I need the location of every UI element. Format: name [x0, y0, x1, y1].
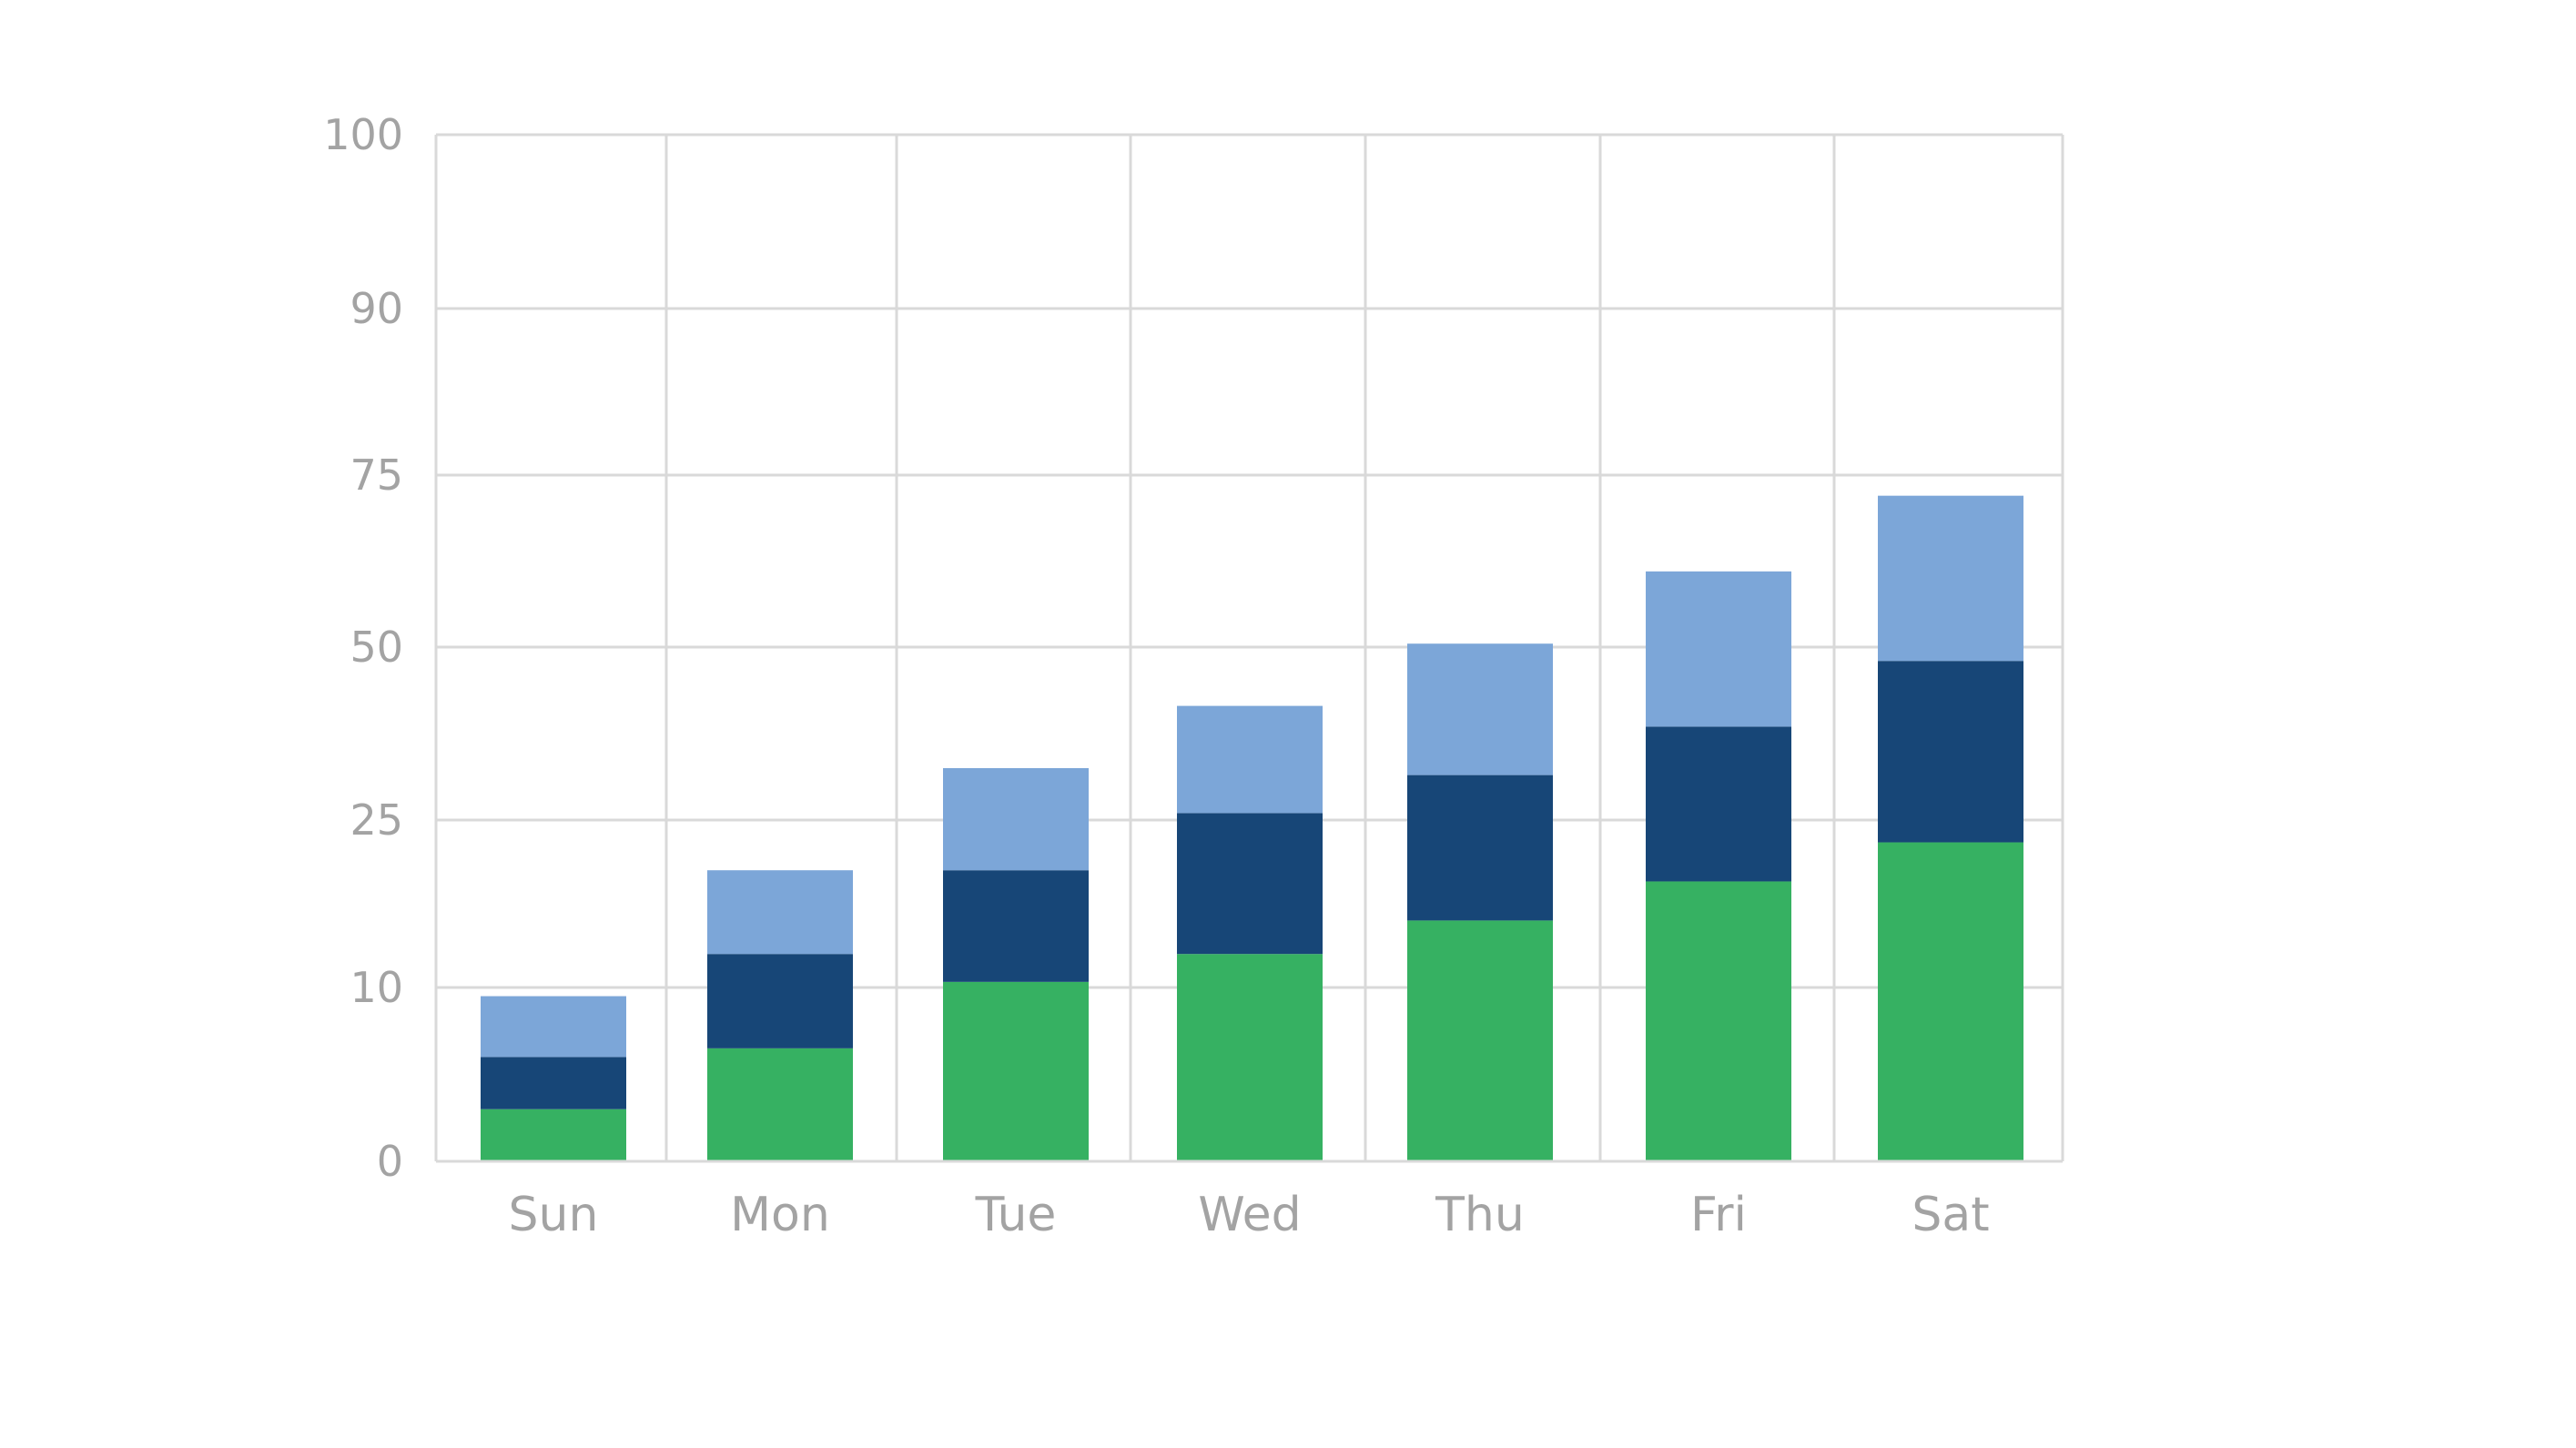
bar-segment-wed-3 [1177, 705, 1323, 814]
bar-segment-thu-3 [1407, 643, 1553, 775]
x-tick-label-tue: Tue [975, 1188, 1057, 1242]
x-axis-tick-labels: Sun Mon Tue Wed Thu Fri Sat [509, 1188, 1990, 1242]
bar-segment-tue-1 [943, 981, 1089, 1161]
x-tick-label-wed: Wed [1198, 1188, 1301, 1242]
bar-segment-thu-1 [1407, 920, 1553, 1161]
bar-segment-thu-2 [1407, 775, 1553, 921]
y-axis-tick-labels: 0 10 25 50 75 90 100 [323, 110, 403, 1186]
bar-segment-fri-3 [1646, 571, 1791, 727]
bar-segment-fri-1 [1646, 881, 1791, 1161]
bar-segment-sat-2 [1878, 661, 2023, 843]
bar-segment-tue-3 [943, 768, 1089, 871]
bar-segment-sat-1 [1878, 842, 2023, 1161]
y-tick-label-0: 0 [377, 1137, 403, 1186]
bar-segment-mon-2 [707, 954, 853, 1048]
y-tick-label-50: 50 [350, 623, 403, 672]
bars [481, 495, 2023, 1161]
bar-segment-sun-2 [481, 1057, 626, 1109]
x-tick-label-sat: Sat [1912, 1188, 1989, 1242]
y-tick-label-75: 75 [350, 451, 403, 500]
bar-segment-sat-3 [1878, 495, 2023, 662]
plot-frame [434, 135, 2063, 1163]
y-tick-label-10: 10 [350, 963, 403, 1012]
y-tick-label-90: 90 [350, 284, 403, 333]
bar-segment-mon-1 [707, 1048, 853, 1161]
bar-segment-wed-2 [1177, 813, 1323, 955]
x-tick-label-mon: Mon [730, 1188, 830, 1242]
y-tick-label-100: 100 [323, 110, 403, 159]
bar-segment-sun-3 [481, 996, 626, 1058]
bar-segment-tue-2 [943, 870, 1089, 982]
bar-segment-fri-2 [1646, 726, 1791, 882]
bar-segment-wed-1 [1177, 954, 1323, 1161]
x-tick-label-sun: Sun [509, 1188, 599, 1242]
y-tick-label-25: 25 [350, 795, 403, 845]
bar-segment-mon-3 [707, 870, 853, 955]
bar-segment-sun-1 [481, 1109, 626, 1161]
x-tick-label-fri: Fri [1690, 1188, 1747, 1242]
x-tick-label-thu: Thu [1435, 1188, 1525, 1242]
